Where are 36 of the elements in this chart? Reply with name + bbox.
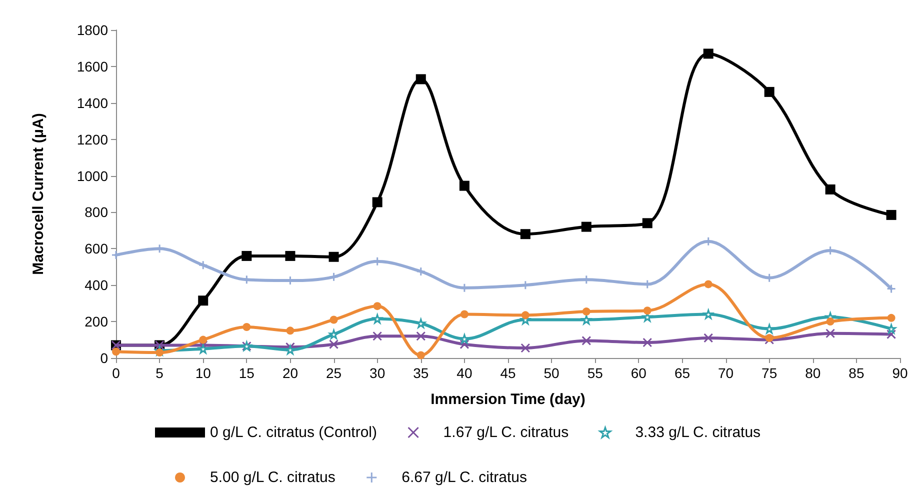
x-tick-label: 80 xyxy=(805,365,821,381)
legend-label: 5.00 g/L C. citratus xyxy=(210,469,336,486)
legend-label: 1.67 g/L C. citratus xyxy=(443,424,569,441)
x-tick-label: 70 xyxy=(718,365,734,381)
y-tick-label: 1200 xyxy=(76,131,108,148)
y-tick-label: 1600 xyxy=(76,58,108,74)
x-tick-label: 5 xyxy=(156,365,164,381)
y-tick-label: 800 xyxy=(84,204,108,220)
legend-label: 6.67 g/L C. citratus xyxy=(402,469,527,486)
x-tick-label: 40 xyxy=(456,365,472,381)
y-tick-label: 600 xyxy=(84,240,108,257)
x-tick-label: 10 xyxy=(195,365,212,381)
x-tick-label: 25 xyxy=(326,365,342,381)
x-axis-title: Immersion Time (day) xyxy=(430,391,586,408)
x-tick-label: 60 xyxy=(630,365,647,381)
y-tick-label: 200 xyxy=(84,314,108,330)
x-tick-label: 35 xyxy=(413,365,429,381)
x-tick-label: 75 xyxy=(762,365,778,381)
x-tick-label: 50 xyxy=(544,365,560,381)
x-tick-label: 15 xyxy=(238,365,255,381)
x-tick-label: 20 xyxy=(282,365,298,381)
x-tick-label: 30 xyxy=(370,365,386,381)
x-tick-label: 90 xyxy=(892,365,908,381)
x-tick-label: 45 xyxy=(500,365,516,381)
x-tick-label: 55 xyxy=(587,365,604,381)
x-tick-label: 85 xyxy=(848,365,864,381)
y-tick-label: 0 xyxy=(100,350,108,366)
y-tick-label: 1800 xyxy=(76,22,108,38)
x-tick-label: 0 xyxy=(112,365,120,381)
y-tick-label: 1000 xyxy=(76,168,108,184)
y-tick-label: 400 xyxy=(84,277,108,294)
legend-label: 0 g/L C. citratus (Control) xyxy=(210,424,378,441)
y-axis-title: Macrocell Current (μA) xyxy=(30,113,47,275)
legend-label: 3.33 g/L C. citratus xyxy=(635,424,761,441)
x-tick-label: 65 xyxy=(674,365,690,381)
y-tick-label: 1400 xyxy=(76,94,108,111)
